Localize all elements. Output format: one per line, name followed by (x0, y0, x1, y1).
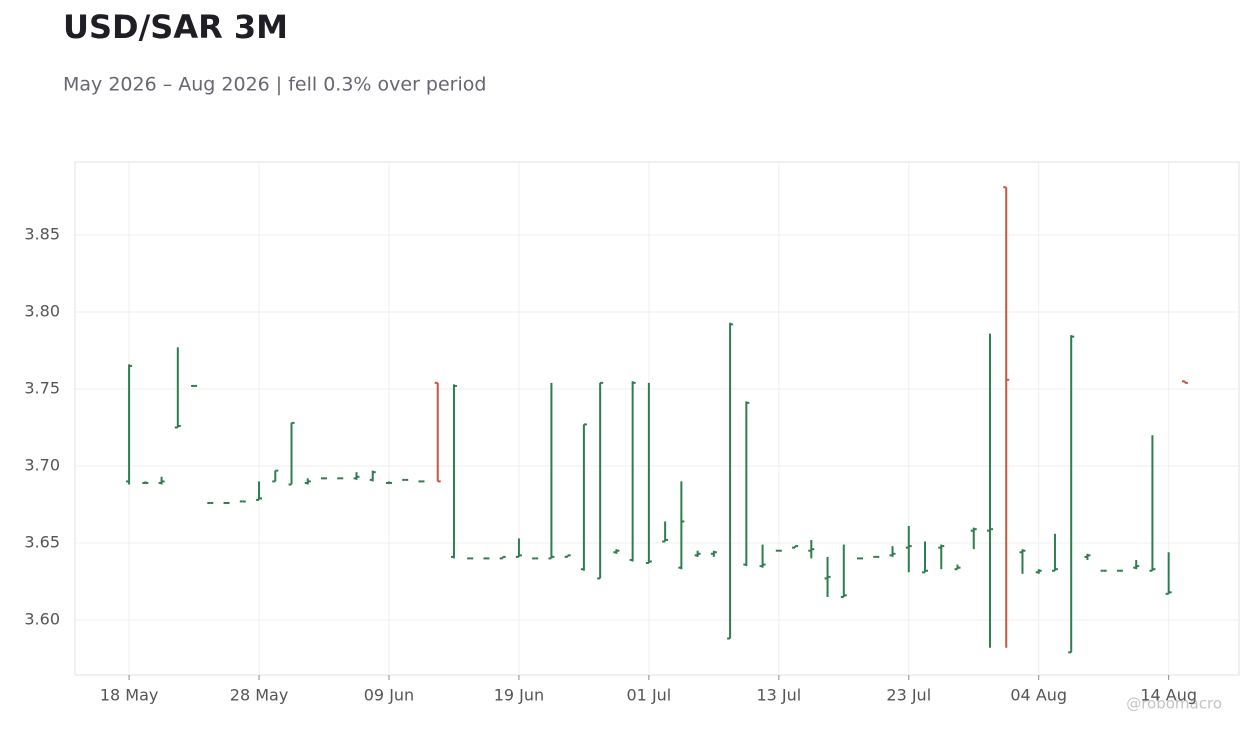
x-tick-label: 09 Jun (364, 686, 414, 705)
x-tick-label: 04 Aug (1010, 686, 1067, 705)
plot-frame (74, 161, 1240, 676)
x-tick-label: 13 Jul (756, 686, 801, 705)
y-tick-label: 3.75 (24, 379, 60, 398)
x-tick-label: 14 Aug (1140, 686, 1197, 705)
y-tick-label: 3.70 (24, 456, 60, 475)
chart-title: USD/SAR 3M (63, 8, 288, 46)
y-tick-label: 3.65 (24, 533, 60, 552)
y-tick-label: 3.85 (24, 224, 60, 243)
x-tick-label: 18 May (100, 686, 159, 705)
watermark: @robomacro (1126, 695, 1222, 713)
x-tick-label: 23 Jul (886, 686, 931, 705)
x-tick-label: 01 Jul (627, 686, 672, 705)
x-tick-label: 19 Jun (494, 686, 544, 705)
chart-subtitle: May 2026 – Aug 2026 | fell 0.3% over per… (63, 74, 486, 96)
x-tick-label: 28 May (230, 686, 289, 705)
y-tick-label: 3.80 (24, 302, 60, 321)
y-tick-label: 3.60 (24, 610, 60, 629)
